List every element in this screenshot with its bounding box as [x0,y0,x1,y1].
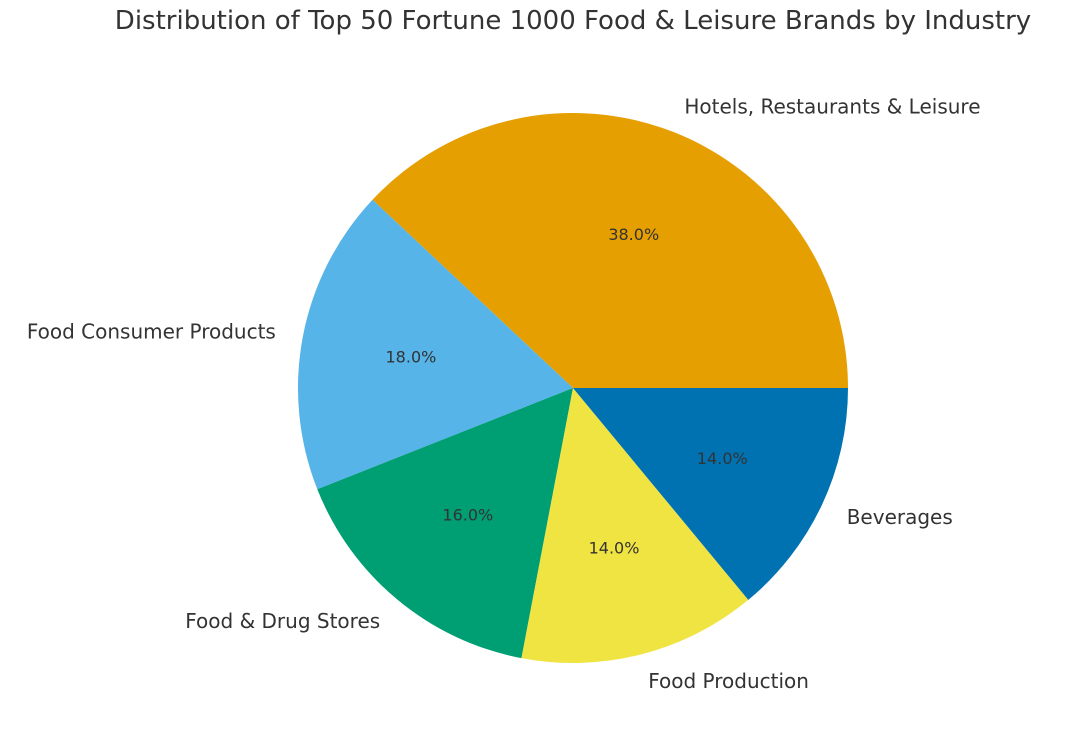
slice-food-production [521,388,749,663]
percent-label-food-consumer-products: 18.0% [386,348,437,367]
slice-food-and-drug-stores [317,388,573,659]
category-label-hotels-restaurants-and-leisure: Hotels, Restaurants & Leisure [684,95,980,119]
chart-title: Distribution of Top 50 Fortune 1000 Food… [114,6,1032,36]
percent-label-beverages: 14.0% [697,449,748,468]
percent-label-hotels-restaurants-and-leisure: 38.0% [608,225,659,244]
percent-labels: 38.0% 18.0% 16.0% 14.0% 14.0% [386,225,748,557]
category-labels: Hotels, Restaurants & Leisure Food Consum… [27,95,981,693]
slice-hotels-restaurants-and-leisure [372,113,848,388]
percent-label-food-production: 14.0% [589,538,640,557]
pie-slices [298,113,848,663]
category-label-food-and-drug-stores: Food & Drug Stores [185,609,380,633]
percent-label-food-and-drug-stores: 16.0% [442,506,493,525]
slice-beverages [573,388,848,600]
slice-food-consumer-products [298,199,573,490]
category-label-beverages: Beverages [847,505,953,529]
category-label-food-production: Food Production [648,669,809,693]
category-label-food-consumer-products: Food Consumer Products [27,319,276,343]
